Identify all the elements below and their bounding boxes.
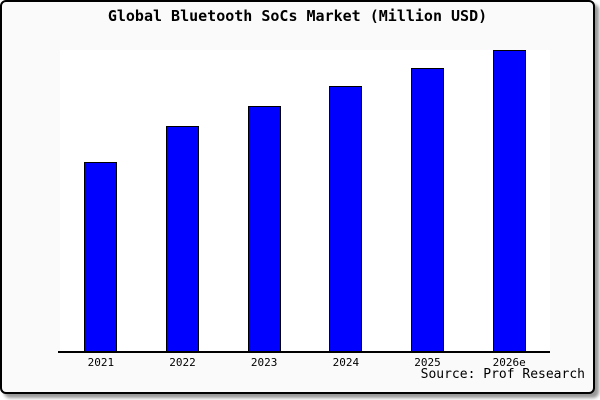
x-tick-label-2022: 2022: [169, 356, 196, 369]
bar-2025: [411, 68, 444, 352]
source-label: Source: Prof Research: [420, 367, 585, 382]
chart-card: Global Bluetooth SoCs Market (Million US…: [0, 0, 595, 394]
x-tick-label-2023: 2023: [250, 356, 278, 369]
x-tick-label-2021: 2021: [87, 356, 115, 369]
chart-title: Global Bluetooth SoCs Market (Million US…: [107, 7, 488, 25]
bar-2021: [84, 161, 118, 352]
x-tick-label-2024: 2024: [332, 356, 360, 369]
bar-2023: [247, 105, 281, 352]
bar-2022: [166, 125, 199, 352]
plot-area: [60, 50, 550, 352]
x-axis-line: [58, 351, 550, 353]
bar-2026e: [492, 50, 526, 352]
x-tick-label-2025: 2025: [414, 356, 441, 369]
x-tick-label-2026e: 2026e: [492, 356, 526, 369]
bar-2024: [329, 86, 363, 352]
